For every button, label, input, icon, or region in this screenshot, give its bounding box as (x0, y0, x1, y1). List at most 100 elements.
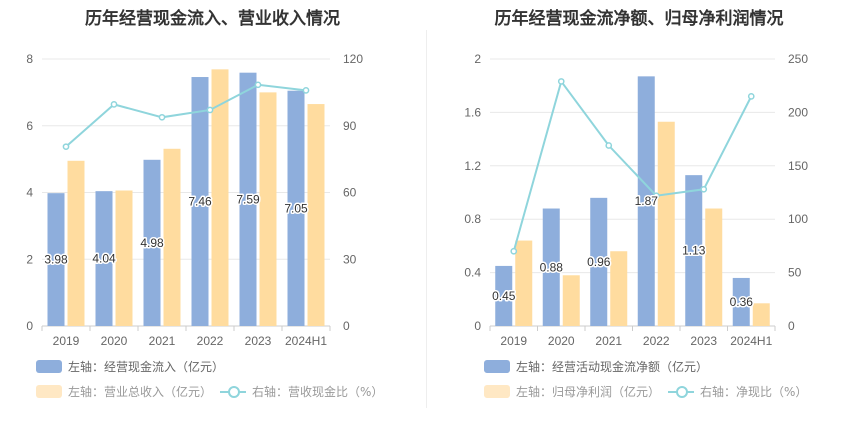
bar-series-2 (163, 148, 181, 326)
x-tick-label: 2023 (690, 334, 717, 348)
bar-series-2 (211, 69, 229, 326)
legend-item-netflow[interactable]: 左轴：经营活动现金流净额（亿元） (484, 358, 708, 375)
bar-series-1 (143, 159, 161, 326)
legend-item-netcash-ratio[interactable]: 右轴：净现比（%） (668, 383, 807, 400)
bar-data-label: 0.88 (540, 260, 564, 274)
bar-series-1 (685, 175, 703, 326)
legend-label: 左轴：归母净利润（亿元） (516, 385, 661, 399)
bar-data-label: 4.04 (92, 252, 116, 266)
chart-title-1: 历年经营现金流入、营业收入情况 (85, 9, 340, 29)
bar-series-1 (95, 191, 113, 326)
x-tick-label: 2022 (643, 334, 670, 348)
x-tick-label: 2022 (197, 334, 224, 348)
bar-series-2 (67, 160, 85, 326)
line-point (605, 142, 613, 149)
left-tick-label: 1.2 (464, 159, 481, 173)
right-tick-label: 120 (343, 52, 363, 66)
x-tick-label: 2024H1 (730, 334, 772, 348)
bar-series-1 (47, 193, 65, 326)
bar-series-2 (610, 251, 628, 326)
legend-label: 右轴：净现比（%） (700, 385, 808, 399)
legend-item-netprofit[interactable]: 左轴：归母净利润（亿元） (484, 383, 660, 400)
right-tick-label: 200 (788, 105, 808, 119)
left-tick-label: 4 (26, 186, 33, 200)
line-point (158, 113, 166, 121)
legend-swatch-bar2 (484, 385, 510, 398)
line-series (512, 79, 753, 252)
line-point (652, 192, 660, 200)
bar-data-label: 0.36 (730, 295, 754, 309)
line-series (65, 83, 307, 148)
left-tick-label: 1.6 (464, 105, 481, 119)
bar-series-2 (705, 208, 723, 326)
legend-label: 左轴：经营活动现金流净额（亿元） (516, 360, 709, 374)
right-tick-label: 60 (343, 186, 357, 200)
chart-panel-2: 历年经营现金流净额、归母净利润情况 0 0.4 0.8 1.2 1.6 2 0 50 100 15… (428, 0, 850, 437)
chart-2-plot: 0 0.4 0.8 1.2 1.6 2 0 50 100 150 200 250 2019 2020 202… (464, 52, 808, 348)
chart-panel-1: 历年经营现金流入、营业收入情况 0 2 4 6 8 0 30 60 90 120 2019 2020 2… (26, 9, 383, 400)
left-tick-label: 0.4 (464, 266, 481, 280)
x-tick-label: 2021 (595, 334, 622, 348)
legend-swatch-line (668, 385, 694, 398)
right-tick-label: 100 (788, 212, 808, 226)
right-tick-label: 0 (343, 319, 350, 333)
bar-data-label: 7.05 (284, 201, 308, 215)
bar-series-2 (115, 190, 133, 326)
line-point (557, 78, 565, 85)
line-point (206, 106, 214, 114)
bar-data-label: 7.59 (236, 192, 260, 206)
bar-data-label: 4.98 (140, 236, 164, 250)
bar-series-1 (590, 197, 608, 326)
legend-swatch-bar2 (36, 385, 62, 398)
bar-series-1 (542, 208, 560, 326)
line-point (510, 247, 518, 255)
left-tick-label: 2 (26, 252, 33, 266)
x-tick-label: 2020 (548, 334, 575, 348)
legend-item-ratio[interactable]: 右轴：营收现金比（%） (220, 383, 383, 400)
right-tick-label: 90 (343, 119, 357, 133)
bar-series-1 (191, 77, 209, 327)
line-point (110, 101, 118, 108)
line-point (254, 81, 262, 89)
x-tick-label: 2019 (500, 334, 527, 348)
x-tick-label: 2019 (53, 334, 80, 348)
chart-1-plot: 0 2 4 6 8 0 30 60 90 120 2019 2020 2021 2022 2023 2024H… (26, 52, 363, 348)
right-tick-label: 30 (343, 252, 357, 266)
right-tick-label: 150 (788, 159, 808, 173)
right-tick-label: 0 (788, 319, 795, 333)
legend-item-revenue[interactable]: 左轴：营业总收入（亿元） (36, 383, 212, 400)
bar-series-1 (495, 265, 513, 326)
bar-series-2 (657, 121, 675, 327)
legend-label: 左轴：经营现金流入（亿元） (68, 360, 225, 374)
bar-series-1 (637, 76, 655, 326)
bar-series-2 (752, 303, 770, 326)
bar-series-2 (259, 92, 277, 326)
x-tick-label: 2023 (245, 334, 272, 348)
bar-series-2 (515, 240, 533, 326)
legend-label: 右轴：营收现金比（%） (252, 385, 384, 399)
legend-label: 左轴：营业总收入（亿元） (68, 385, 213, 399)
bar-series-2 (307, 104, 325, 327)
left-tick-label: 0 (26, 319, 33, 333)
right-tick-label: 50 (788, 266, 802, 280)
bar-series-1 (287, 90, 305, 326)
x-tick-label: 2021 (149, 334, 176, 348)
bar-data-label: 1.87 (635, 194, 659, 208)
x-tick-label: 2024H1 (285, 334, 327, 348)
bar-data-label: 3.98 (44, 253, 68, 267)
x-tick-label: 2020 (101, 334, 128, 348)
panel-divider (426, 30, 427, 408)
bar-series-2 (562, 275, 580, 326)
line-point (62, 143, 70, 151)
line-point (747, 93, 755, 100)
left-tick-label: 2 (474, 52, 481, 66)
left-tick-label: 0.8 (464, 212, 481, 226)
legend-item-inflow[interactable]: 左轴：经营现金流入（亿元） (36, 358, 224, 375)
bar-series-1 (239, 72, 257, 326)
bar-data-label: 7.46 (188, 195, 212, 209)
line-point (302, 87, 310, 94)
bar-data-label: 0.96 (587, 255, 611, 269)
legend-swatch-line (220, 385, 246, 398)
left-tick-label: 0 (474, 319, 481, 333)
right-tick-label: 250 (788, 52, 808, 66)
